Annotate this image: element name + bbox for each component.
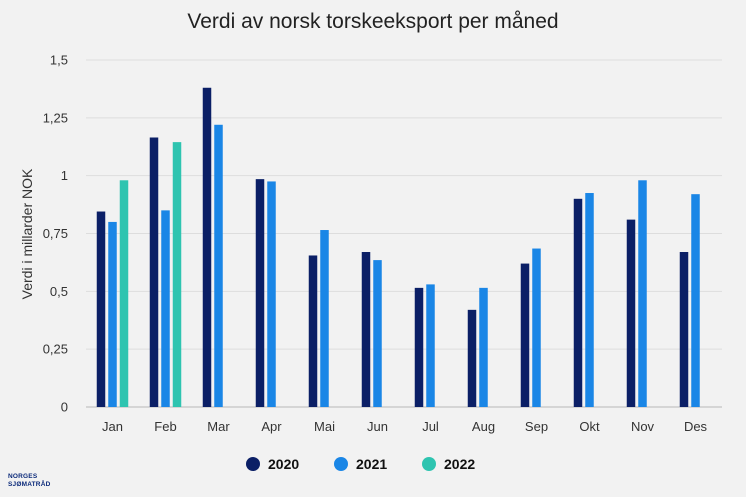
bar-2020-mar [202,87,212,407]
y-tick-label: 0,75 [43,226,68,241]
bar-2021-mar [214,124,223,408]
bar-2020-jul [414,287,424,407]
x-tick-label: Jul [422,419,439,434]
bar-2020-nov [626,219,636,407]
bar-2021-nov [638,180,647,407]
bar-2020-jun [361,252,371,407]
bar-2021-des [691,194,700,407]
legend-marker-2020 [246,457,260,471]
bar-2020-des [679,252,689,407]
bar-2021-jul [426,284,435,407]
brand-logo: NORGES SJØMATRÅD [8,473,51,489]
bar-2020-sep [520,263,530,407]
legend: 2020 2021 2022 [246,456,475,472]
logo-line-2: SJØMATRÅD [8,481,51,488]
gridlines [86,59,722,408]
bar-2020-mai [308,255,318,407]
legend-marker-2022 [422,457,436,471]
x-tick-labels: Jan Feb Mar Apr Mai Jun Jul Aug Sep Okt Nov Des [102,419,708,434]
bar-2021-feb [161,210,170,407]
bar-2022-jan [119,180,129,407]
bar-2022-feb [172,142,182,407]
x-tick-label: Jan [102,419,123,434]
x-tick-label: Feb [154,419,176,434]
x-tick-label: Mai [314,419,335,434]
legend-marker-2021 [334,457,348,471]
legend-label-2022: 2022 [444,456,475,472]
bar-2021-jan [108,221,117,407]
y-tick-label: 0,25 [43,342,68,357]
bar-2020-aug [467,309,477,407]
bars [96,87,700,408]
x-tick-label: Okt [579,419,600,434]
y-tick-label: 0,5 [50,284,68,299]
bar-2020-apr [255,179,265,407]
bar-2021-aug [479,287,488,407]
x-tick-label: Jun [367,419,388,434]
logo-line-1: NORGES [8,473,38,480]
y-tick-label: 1 [61,168,68,183]
x-tick-label: Aug [472,419,495,434]
bar-2021-mai [320,230,329,407]
legend-label-2020: 2020 [268,456,299,472]
y-axis-label: Verdi i millarder NOK [19,168,35,299]
x-tick-label: Nov [631,419,655,434]
bar-2021-sep [532,248,541,407]
y-tick-label: 1,5 [50,53,68,68]
x-tick-label: Apr [261,419,282,434]
bar-2020-feb [149,137,159,407]
x-tick-label: Des [684,419,708,434]
bar-2020-okt [573,198,583,407]
bar-2021-okt [585,193,594,407]
chart-title: Verdi av norsk torskeeksport per måned [187,10,558,33]
y-tick-label: 1,25 [43,110,68,125]
y-tick-label: 0 [61,400,68,415]
bar-2021-apr [267,181,276,407]
bar-2020-jan [96,211,106,407]
bar-2021-jun [373,260,382,407]
x-tick-label: Sep [525,419,548,434]
legend-label-2021: 2021 [356,456,387,472]
y-tick-labels: 0 0,25 0,5 0,75 1 1,25 1,5 [43,53,68,415]
x-tick-label: Mar [207,419,230,434]
